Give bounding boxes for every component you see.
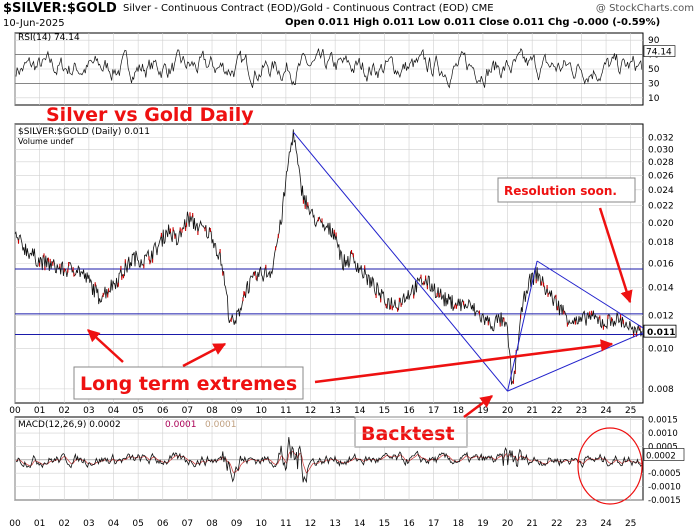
price-tick-label: 0.008: [648, 385, 674, 395]
annotation-title: Silver vs Gold Daily: [46, 104, 254, 126]
macd-x-tick-label: 15: [379, 519, 390, 529]
price-tick-label: 0.032: [648, 134, 674, 144]
macd-x-tick-label: 00: [9, 519, 21, 529]
x-tick-label: 06: [157, 406, 169, 416]
price-legend: $SILVER:$GOLD (Daily) 0.011: [18, 127, 150, 137]
rsi-tick-label: 10: [648, 94, 660, 104]
macd-x-tick-label: 01: [34, 519, 45, 529]
macd-x-tick-label: 14: [354, 519, 366, 529]
macd-x-tick-label: 21: [526, 519, 537, 529]
annotation-extremes: Long term extremes: [80, 373, 297, 395]
rsi-last-value: 74.14: [646, 48, 672, 58]
macd-x-tick-label: 13: [329, 519, 340, 529]
macd-x-tick-label: 07: [182, 519, 193, 529]
x-tick-label: 14: [354, 406, 366, 416]
x-tick-label: 12: [305, 406, 316, 416]
macd-x-tick-label: 12: [305, 519, 316, 529]
macd-x-tick-label: 06: [157, 519, 169, 529]
macd-x-tick-label: 02: [59, 519, 70, 529]
macd-tick-label: -0.0010: [648, 483, 681, 493]
rsi-tick-label: 50: [648, 65, 660, 75]
price-tick-label: 0.014: [648, 283, 674, 293]
macd-x-tick-label: 09: [231, 519, 243, 529]
x-tick-label: 25: [625, 406, 636, 416]
macd-x-tick-label: 25: [625, 519, 636, 529]
rsi-tick-label: 30: [648, 79, 660, 89]
annotation-resolution: Resolution soon.: [504, 184, 617, 198]
macd-tick-label: 0.0010: [648, 429, 678, 439]
macd-x-tick-label: 23: [576, 519, 587, 529]
macd-x-tick-label: 10: [256, 519, 268, 529]
macd-tick-label: 0.0015: [648, 416, 678, 426]
x-tick-label: 00: [9, 406, 21, 416]
rsi-tick-label: 90: [648, 36, 660, 46]
x-tick-label: 23: [576, 406, 587, 416]
macd-x-tick-label: 04: [108, 519, 120, 529]
x-tick-label: 09: [231, 406, 243, 416]
x-tick-label: 11: [280, 406, 291, 416]
macd-x-tick-label: 17: [428, 519, 439, 529]
x-tick-label: 03: [83, 406, 94, 416]
x-tick-label: 05: [132, 406, 143, 416]
macd-tick-label: -0.0015: [648, 496, 681, 506]
macd-x-tick-label: 16: [403, 519, 415, 529]
macd-x-tick-label: 22: [551, 519, 562, 529]
annotation-backtest: Backtest: [361, 423, 455, 445]
price-tick-label: 0.012: [648, 311, 674, 321]
price-last-value: 0.011: [647, 328, 675, 338]
x-tick-label: 20: [502, 406, 514, 416]
x-tick-label: 17: [428, 406, 439, 416]
macd-last-value: 0.0002: [646, 451, 676, 461]
price-tick-label: 0.020: [648, 219, 674, 229]
price-tick-label: 0.026: [648, 171, 674, 181]
x-tick-label: 13: [329, 406, 340, 416]
macd-x-tick-label: 03: [83, 519, 94, 529]
x-tick-label: 16: [403, 406, 415, 416]
x-tick-label: 24: [600, 406, 612, 416]
x-tick-label: 22: [551, 406, 562, 416]
x-tick-label: 04: [108, 406, 120, 416]
x-tick-label: 15: [379, 406, 390, 416]
price-tick-label: 0.028: [648, 158, 674, 168]
macd-x-tick-label: 24: [600, 519, 612, 529]
x-tick-label: 21: [526, 406, 537, 416]
price-tick-label: 0.024: [648, 186, 674, 196]
price-tick-label: 0.022: [648, 202, 674, 212]
macd-x-tick-label: 11: [280, 519, 291, 529]
price-tick-label: 0.030: [648, 145, 674, 155]
price-tick-label: 0.016: [648, 259, 674, 269]
macd-x-tick-label: 20: [502, 519, 514, 529]
macd-legend-hist: 0.0001: [205, 420, 237, 430]
macd-tick-label: -0.0005: [648, 469, 681, 479]
macd-x-tick-label: 19: [477, 519, 489, 529]
x-tick-label: 02: [59, 406, 70, 416]
price-tick-label: 0.018: [648, 238, 674, 248]
macd-x-tick-label: 05: [132, 519, 143, 529]
rsi-legend: RSI(14) 74.14: [18, 33, 80, 43]
macd-legend-signal: 0.0001: [165, 420, 197, 430]
price-tick-label: 0.010: [648, 344, 674, 354]
x-tick-label: 01: [34, 406, 45, 416]
x-tick-label: 07: [182, 406, 193, 416]
x-tick-label: 08: [206, 406, 218, 416]
macd-x-tick-label: 08: [206, 519, 218, 529]
x-tick-label: 18: [453, 406, 465, 416]
macd-x-tick-label: 18: [453, 519, 465, 529]
x-tick-label: 19: [477, 406, 489, 416]
x-tick-label: 10: [256, 406, 268, 416]
macd-legend: MACD(12,26,9) 0.0002: [18, 420, 121, 430]
volume-legend: Volume undef: [18, 137, 73, 146]
